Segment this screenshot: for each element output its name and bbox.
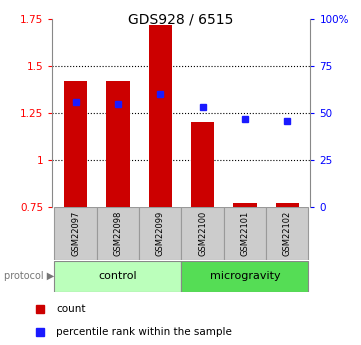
Bar — [224, 207, 266, 260]
Bar — [233, 203, 257, 207]
Text: GSM22097: GSM22097 — [71, 211, 80, 256]
Text: percentile rank within the sample: percentile rank within the sample — [56, 327, 232, 337]
Bar — [266, 207, 308, 260]
Text: GSM22101: GSM22101 — [240, 211, 249, 256]
Text: GSM22098: GSM22098 — [113, 211, 122, 256]
Bar — [275, 203, 299, 207]
Bar — [139, 207, 182, 260]
Bar — [64, 81, 87, 207]
Text: GSM22099: GSM22099 — [156, 211, 165, 256]
Text: GSM22100: GSM22100 — [198, 211, 207, 256]
Bar — [97, 207, 139, 260]
Bar — [106, 81, 130, 207]
Text: GSM22102: GSM22102 — [283, 211, 292, 256]
Text: control: control — [99, 272, 137, 281]
Bar — [182, 207, 224, 260]
Bar — [55, 261, 182, 292]
Text: count: count — [56, 304, 86, 314]
Bar — [55, 207, 97, 260]
Text: GDS928 / 6515: GDS928 / 6515 — [128, 12, 233, 26]
Text: microgravity: microgravity — [210, 272, 280, 281]
Bar — [182, 261, 308, 292]
Bar — [191, 122, 214, 207]
Text: protocol ▶: protocol ▶ — [4, 272, 54, 281]
Bar — [149, 24, 172, 207]
